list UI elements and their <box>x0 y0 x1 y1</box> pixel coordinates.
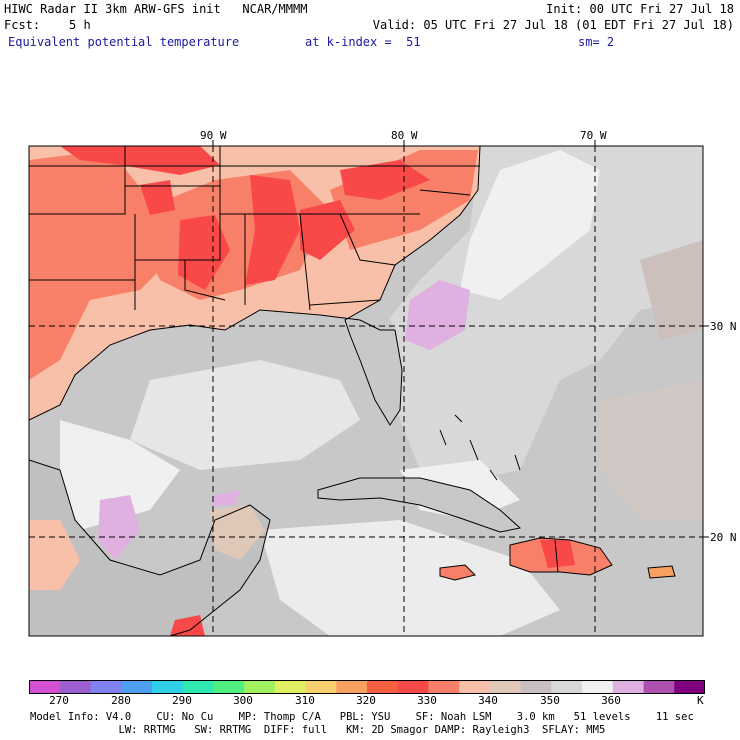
colorbar-swatch <box>274 680 307 694</box>
colorbar-swatch <box>90 680 122 694</box>
colorbar-swatch <box>643 680 675 694</box>
colorbar-swatch <box>305 680 337 694</box>
lat-label-30n: 30 N <box>710 320 737 333</box>
colorbar-tick-label: 350 <box>540 694 560 707</box>
colorbar-swatch <box>397 680 429 694</box>
lat-label-20n: 20 N <box>710 531 737 544</box>
colorbar-swatch <box>520 680 552 694</box>
colorbar-tick-label: 280 <box>111 694 131 707</box>
model-title: HIWC Radar II 3km ARW-GFS init NCAR/MMMM <box>4 2 308 16</box>
colorbar-swatch <box>612 680 645 694</box>
lon-label-90w: 90 W <box>200 129 227 142</box>
colorbar-swatch <box>213 680 245 694</box>
colorbar-swatch <box>121 680 153 694</box>
lon-label-80w: 80 W <box>391 129 418 142</box>
field-name: Equivalent potential temperature <box>8 35 240 49</box>
colorbar-swatch <box>29 680 61 694</box>
colorbar-swatch <box>367 680 399 694</box>
colorbar-swatch <box>459 680 491 694</box>
colorbar-tick-label: 340 <box>478 694 498 707</box>
colorbar-swatch <box>244 680 276 694</box>
colorbar-swatch <box>551 680 583 694</box>
valid-time: Valid: 05 UTC Fri 27 Jul 18 (01 EDT Fri … <box>372 18 734 32</box>
colorbar-tick-label: 330 <box>417 694 437 707</box>
colorbar-swatch <box>674 680 705 694</box>
colorbar-swatch <box>428 680 460 694</box>
colorbar-tick-label: 310 <box>295 694 315 707</box>
smoothing-info: sm= 2 <box>578 35 615 49</box>
colorbar-tick-label: 300 <box>233 694 253 707</box>
level-info: at k-index = 51 <box>305 35 421 49</box>
lon-label-70w: 70 W <box>580 129 607 142</box>
colorbar <box>29 680 705 694</box>
colorbar-tick-label: 270 <box>49 694 69 707</box>
colorbar-swatch <box>336 680 368 694</box>
colorbar-tick-label: 320 <box>356 694 376 707</box>
colorbar-swatch <box>151 680 184 694</box>
colorbar-unit: K <box>697 694 704 707</box>
colorbar-swatch <box>489 680 522 694</box>
model-info-line1: Model Info: V4.0 CU: No Cu MP: Thomp C/A… <box>30 711 694 723</box>
colorbar-swatch <box>582 680 614 694</box>
forecast-hour: Fcst: 5 h <box>4 18 91 32</box>
colorbar-border <box>29 680 705 694</box>
colorbar-tick-label: 290 <box>172 694 192 707</box>
colorbar-swatch <box>59 680 91 694</box>
colorbar-tick-label: 360 <box>601 694 621 707</box>
model-info-line2: LW: RRTMG SW: RRTMG DIFF: full KM: 2D Sm… <box>30 724 606 736</box>
colorbar-swatch <box>182 680 214 694</box>
init-time: Init: 00 UTC Fri 27 Jul 18 <box>546 2 734 16</box>
